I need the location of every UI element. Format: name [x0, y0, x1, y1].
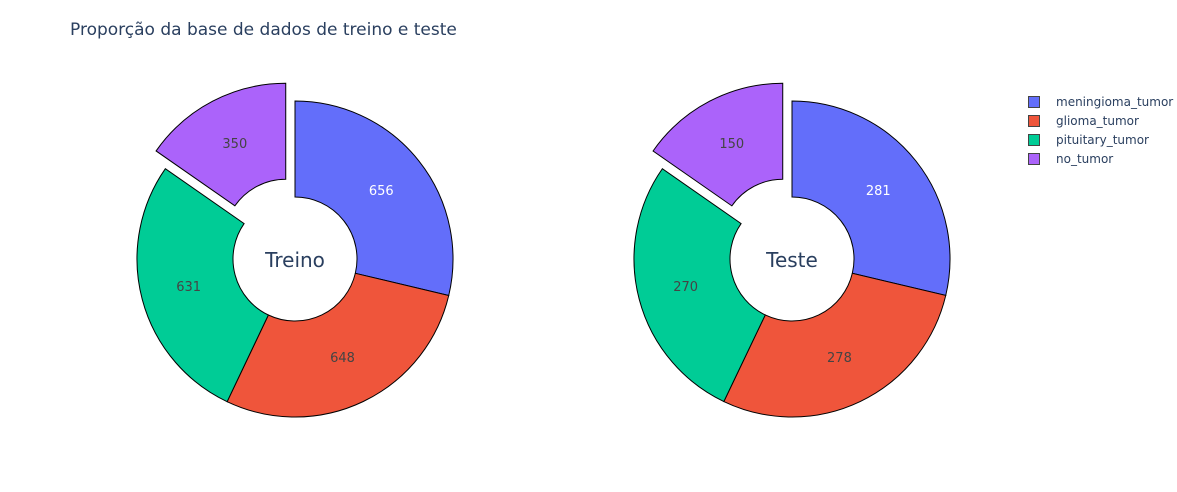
slice-meningioma-tumor[interactable] [294, 100, 454, 297]
slice-value-label: 278 [827, 351, 852, 366]
legend-item-meningioma-tumor[interactable]: meningioma_tumor [1028, 92, 1173, 111]
legend-label: no_tumor [1056, 151, 1114, 166]
legend-item-pituitary-tumor[interactable]: pituitary_tumor [1028, 130, 1173, 149]
slice-glioma-tumor[interactable] [226, 272, 450, 418]
legend-label: glioma_tumor [1056, 113, 1139, 128]
slice-value-label: 150 [719, 137, 744, 152]
legend-item-glioma-tumor[interactable]: glioma_tumor [1028, 111, 1173, 130]
legend-label: pituitary_tumor [1056, 132, 1149, 147]
legend-swatch [1028, 152, 1040, 165]
legend-swatch [1028, 114, 1040, 127]
legend: meningioma_tumor glioma_tumor pituitary_tu… [1028, 92, 1173, 168]
legend-swatch [1028, 95, 1040, 108]
slice-value-label: 631 [176, 280, 201, 295]
slice-meningioma-tumor[interactable] [791, 100, 951, 297]
slice-value-label: 656 [369, 184, 394, 199]
donut-center-label: Treino [264, 248, 325, 272]
slice-value-label: 270 [673, 280, 698, 295]
legend-swatch [1028, 133, 1040, 146]
slice-no-tumor[interactable] [652, 82, 784, 207]
donut-treino: 656 648 631 350 Treino [136, 82, 454, 418]
slice-no-tumor[interactable] [155, 82, 287, 207]
slice-value-label: 648 [330, 351, 355, 366]
slice-pituitary-tumor[interactable] [633, 168, 766, 403]
donut-teste: 281 278 270 150 Teste [633, 82, 951, 418]
chart-title: Proporção da base de dados de treino e t… [70, 20, 457, 40]
slice-glioma-tumor[interactable] [723, 272, 947, 418]
donut-center-label: Teste [765, 248, 818, 272]
legend-item-no-tumor[interactable]: no_tumor [1028, 149, 1173, 168]
legend-label: meningioma_tumor [1056, 94, 1174, 109]
slice-pituitary-tumor[interactable] [136, 167, 270, 403]
slice-value-label: 281 [866, 184, 891, 199]
slice-value-label: 350 [222, 137, 247, 152]
